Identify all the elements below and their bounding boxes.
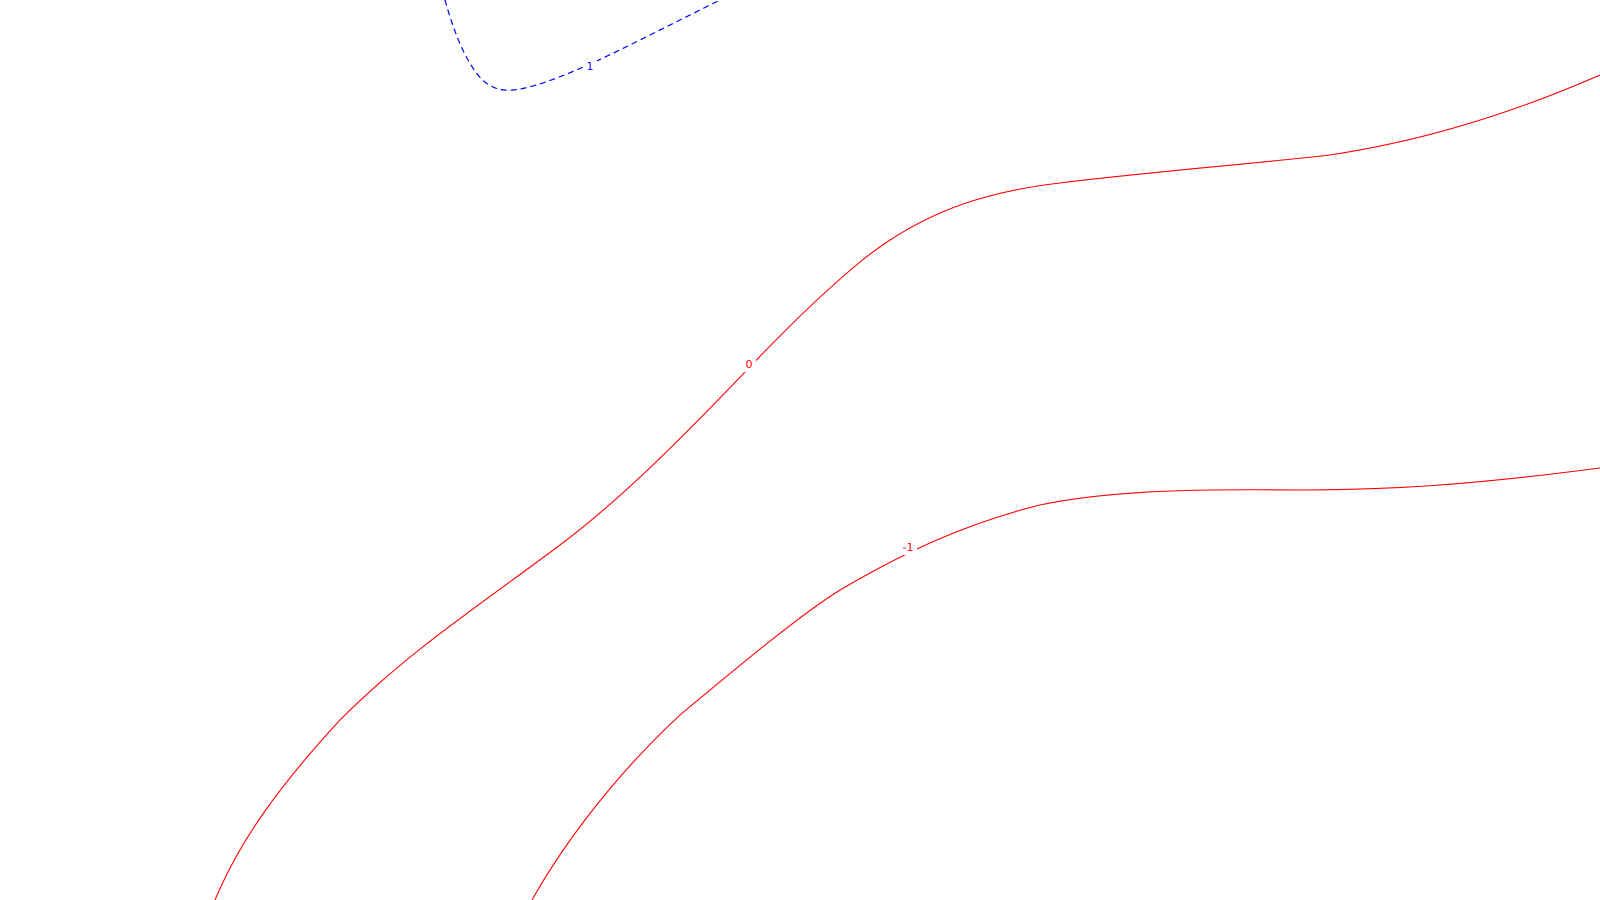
contour-label-bg-level-0 — [742, 358, 756, 372]
contour-label-level-0: 0 — [746, 358, 753, 371]
contour-line-level-neg1 — [531, 467, 1600, 900]
contour-line-level-1 — [444, 0, 721, 91]
contour-label-level-1: 1 — [587, 60, 594, 73]
contour-line-level-0 — [214, 74, 1600, 900]
contour-label-bg-level-neg1 — [899, 541, 917, 555]
contour-label-level-neg1: -1 — [903, 541, 914, 554]
contour-label-bg-level-1 — [583, 60, 597, 73]
